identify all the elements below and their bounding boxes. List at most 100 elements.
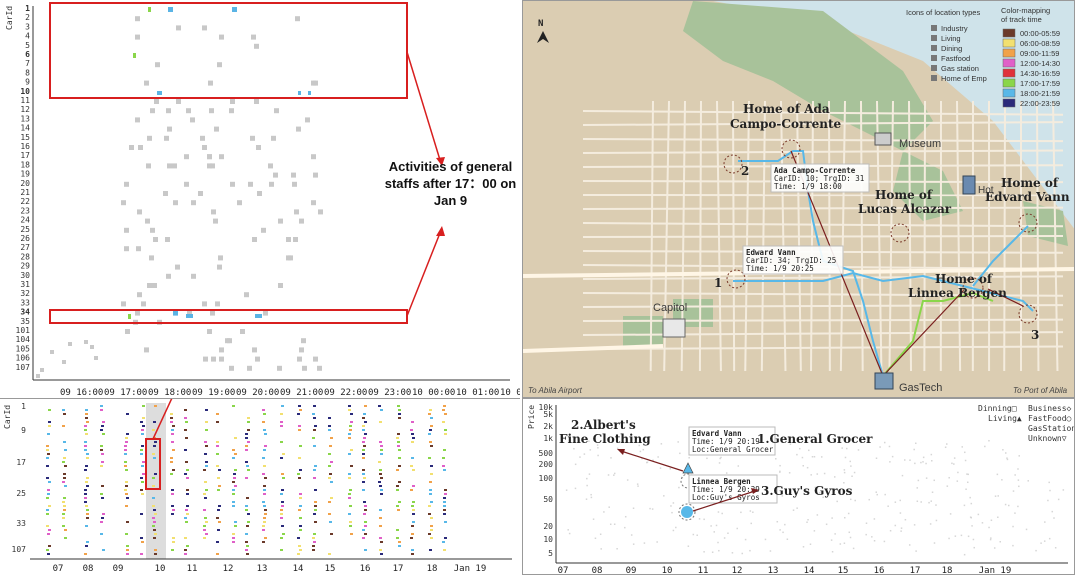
x-tick-labels: 07 08 09 10 11 12 13 14 15 16 17 18 Jan 19 [53, 564, 487, 574]
activity-dot [205, 409, 208, 411]
activity-dot [263, 413, 266, 415]
activity-dot [62, 481, 65, 483]
y-axis-title: Price [527, 405, 536, 429]
activity-dot [85, 545, 88, 547]
transaction-mark [913, 524, 916, 526]
x-tick-label: 07 [53, 564, 64, 574]
activity-dot [84, 441, 87, 443]
label-to-airport: To Abila Airport [528, 386, 583, 395]
activity-cell [121, 301, 126, 307]
legend-entry: Dinning□ [978, 404, 1017, 413]
transaction-mark [657, 456, 659, 458]
activity-cell [200, 135, 205, 141]
transaction-mark [568, 532, 571, 535]
activity-dot [281, 489, 284, 491]
annotation-caption: Activities of general staffs after 17：00… [384, 159, 517, 208]
transaction-mark [871, 536, 873, 538]
x-tick-label: 14 [293, 564, 304, 574]
transaction-mark [616, 548, 618, 550]
activity-cell [84, 340, 88, 344]
transaction-mark [789, 443, 792, 446]
selected-period-band[interactable] [146, 403, 166, 559]
activity-dot [140, 513, 143, 515]
activity-dot [262, 525, 265, 527]
activity-dot [397, 445, 400, 447]
activity-dot [363, 445, 366, 447]
transaction-mark [786, 538, 789, 540]
marker-general-grocer[interactable] [682, 462, 694, 474]
marker-home-edvard[interactable] [1018, 213, 1038, 233]
activity-cell [135, 16, 140, 22]
activity-dot [232, 533, 235, 535]
activity-dot [429, 493, 432, 495]
x-tick-label: 12 [223, 564, 234, 574]
marker-1[interactable] [726, 269, 746, 289]
marker-home-linnea[interactable] [962, 277, 984, 299]
marker-home-ada[interactable] [781, 139, 801, 159]
activity-dot [410, 465, 413, 467]
activity-dot [280, 549, 283, 551]
map-canvas[interactable]: N Home of Ada Campo-Corrente Home of Luc… [523, 1, 1075, 398]
activity-dot [217, 529, 220, 531]
activity-dot [398, 413, 401, 415]
transaction-mark [916, 487, 919, 489]
transaction-mark [719, 457, 721, 460]
tooltip-ada: Ada Campo-Corrente CarID: 10; TrgID: 31 … [770, 163, 870, 193]
activity-dot [362, 473, 365, 475]
activity-cell [211, 356, 216, 362]
activity-dot [63, 441, 66, 443]
activity-dot [86, 477, 89, 479]
marker-home-lucas[interactable] [890, 223, 910, 243]
activity-dot [234, 469, 237, 471]
row-label-2: 2 [25, 13, 30, 22]
activity-dot [203, 537, 206, 539]
y-tick-label: 200 [539, 460, 554, 469]
x-tick-label: 09 16:00 [60, 388, 103, 398]
transaction-mark [1001, 479, 1003, 481]
activity-dot [299, 517, 302, 519]
gastech-building-icon[interactable] [874, 372, 894, 390]
activity-cell [184, 154, 189, 160]
activity-dot [281, 501, 284, 503]
city-map[interactable]: N Home of Ada Campo-Corrente Home of Luc… [522, 0, 1075, 398]
marker-2[interactable] [723, 154, 743, 174]
transaction-mark [590, 493, 592, 496]
transaction-mark [574, 463, 577, 466]
x-tick-label: 09 20:00 [236, 388, 279, 398]
legend-entry: FastFood○ [1028, 414, 1072, 423]
x-tick-label: 17 [393, 564, 404, 574]
activity-dot [314, 489, 317, 491]
transaction-mark [688, 456, 690, 459]
activity-dot [232, 489, 235, 491]
transaction-mark [807, 518, 809, 521]
activity-dot [48, 529, 51, 531]
activity-cell [255, 356, 260, 362]
activity-cell [263, 310, 268, 316]
x-tick-label: 07 [558, 566, 569, 575]
activity-dot [245, 505, 248, 507]
tooltip-edvard-line: Edward Vann [746, 248, 796, 257]
activity-dot [378, 481, 381, 483]
x-tick-label: 16 [874, 566, 885, 575]
activity-dot [396, 437, 399, 439]
transaction-mark [624, 515, 627, 518]
row-label-105: 105 [16, 344, 31, 353]
activity-cell [187, 310, 192, 316]
price-chart-panel: Price 10k 5k 2k 1k 500 200 100 50 20 10 5 07 08 09 10… [522, 398, 1075, 575]
activity-cell [299, 218, 304, 224]
marker-3[interactable] [1018, 304, 1038, 324]
activity-dot [245, 437, 248, 439]
marker-guys-gyros[interactable] [681, 506, 693, 518]
transaction-mark [622, 441, 624, 443]
activity-dot [363, 477, 366, 479]
transaction-mark [931, 460, 933, 462]
x-tick-label: Jan 19 [979, 566, 1012, 575]
activity-dot [411, 421, 414, 423]
activity-cell [137, 292, 142, 298]
track-blue-b [733, 271, 1034, 312]
activity-dot [170, 461, 173, 463]
activity-cell [237, 200, 242, 206]
activity-dot [398, 457, 401, 459]
activity-cell [166, 108, 171, 114]
activity-cell [288, 255, 293, 261]
